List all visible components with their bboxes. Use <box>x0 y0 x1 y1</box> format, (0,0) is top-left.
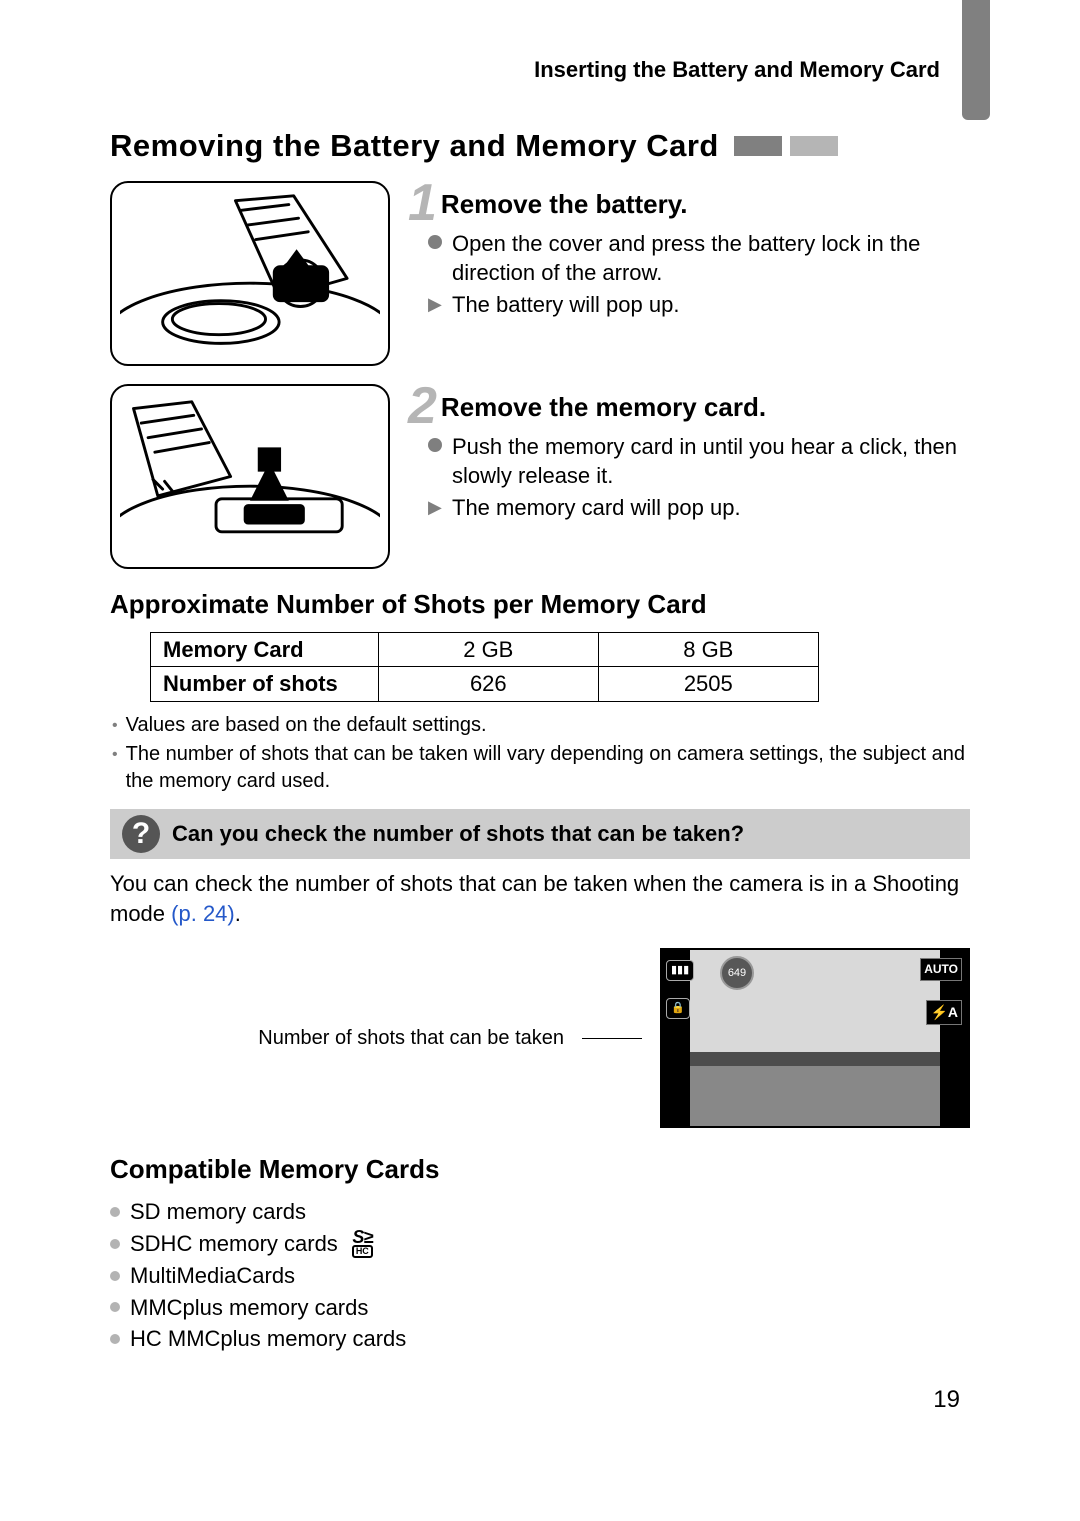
step-1-result-text: The battery will pop up. <box>452 290 679 320</box>
compat-item-3: MMCplus memory cards <box>130 1293 368 1323</box>
list-bullet-icon <box>110 1271 120 1281</box>
step-2-result: ▶ The memory card will pop up. <box>428 493 970 523</box>
note-1-text: Values are based on the default settings… <box>126 712 487 739</box>
result-arrow-icon: ▶ <box>428 495 442 523</box>
shots-table: Memory Card 2 GB 8 GB Number of shots 62… <box>150 632 819 702</box>
lock-icon: 🔒 <box>666 998 690 1019</box>
step-2-bullet-text: Push the memory card in until you hear a… <box>452 432 970 491</box>
step-1-title: Remove the battery. <box>441 187 688 222</box>
list-item: MultiMediaCards <box>110 1261 970 1291</box>
list-bullet-icon <box>110 1302 120 1312</box>
cell-2gb-shots: 626 <box>378 667 598 702</box>
tip-question: Can you check the number of shots that c… <box>172 819 744 849</box>
flash-auto-badge: ⚡A <box>926 1000 962 1025</box>
step-2-body: 2 Remove the memory card. Push the memor… <box>408 384 970 569</box>
result-arrow-icon: ▶ <box>428 292 442 320</box>
leader-line <box>582 1038 642 1039</box>
table-row: Number of shots 626 2505 <box>151 667 819 702</box>
list-item: SD memory cards <box>110 1197 970 1227</box>
screen-caption: Number of shots that can be taken <box>258 1025 564 1052</box>
step-2-bullet: Push the memory card in until you hear a… <box>428 432 970 491</box>
col-header-memory-card: Memory Card <box>151 632 379 667</box>
list-bullet-icon <box>110 1239 120 1249</box>
list-bullet-icon <box>110 1334 120 1344</box>
note-bullet-icon: • <box>112 715 118 739</box>
title-bar-dark <box>734 136 782 156</box>
compat-item-4: HC MMCplus memory cards <box>130 1324 406 1354</box>
illustration-remove-battery <box>110 181 390 366</box>
step-1-result: ▶ The battery will pop up. <box>428 290 970 320</box>
col-header-8gb: 8 GB <box>598 632 818 667</box>
table-row: Memory Card 2 GB 8 GB <box>151 632 819 667</box>
page-number: 19 <box>110 1384 970 1416</box>
step-1-bullet-text: Open the cover and press the battery loc… <box>452 229 970 288</box>
list-item: SDHC memory cards S≥HC <box>110 1229 970 1259</box>
list-item: HC MMCplus memory cards <box>110 1324 970 1354</box>
step-1-number: 1 <box>408 181 435 225</box>
page-edge-tab <box>962 0 990 120</box>
page-reference-link[interactable]: (p. 24) <box>171 901 235 926</box>
compat-item-0: SD memory cards <box>130 1197 306 1227</box>
tip-body: You can check the number of shots that c… <box>110 869 970 928</box>
title-decoration <box>734 136 838 156</box>
compatible-list: SD memory cards SDHC memory cards S≥HC M… <box>110 1197 970 1353</box>
section-title-row: Removing the Battery and Memory Card <box>110 125 970 167</box>
compatible-title: Compatible Memory Cards <box>110 1152 970 1187</box>
section-title: Removing the Battery and Memory Card <box>110 125 719 167</box>
list-bullet-icon <box>110 1207 120 1217</box>
page-header: Inserting the Battery and Memory Card <box>110 55 970 85</box>
tip-bar: ? Can you check the number of shots that… <box>110 809 970 859</box>
shots-table-title: Approximate Number of Shots per Memory C… <box>110 587 970 622</box>
compat-item-1: SDHC memory cards <box>130 1229 338 1259</box>
step-2-title: Remove the memory card. <box>441 390 766 425</box>
step-2-number: 2 <box>408 384 435 428</box>
tip-body-post: . <box>235 901 241 926</box>
battery-icon: ▮▮▮ <box>666 960 694 981</box>
row-label-shots: Number of shots <box>151 667 379 702</box>
bullet-dot-icon <box>428 438 442 452</box>
camera-screen-row: Number of shots that can be taken ▮▮▮ 🔒 … <box>110 948 970 1128</box>
illustration-remove-memory-card <box>110 384 390 569</box>
col-header-2gb: 2 GB <box>378 632 598 667</box>
step-2: 2 Remove the memory card. Push the memor… <box>110 384 970 569</box>
cell-8gb-shots: 2505 <box>598 667 818 702</box>
auto-mode-badge: AUTO <box>920 958 962 980</box>
sdhc-logo-icon: S≥HC <box>352 1230 373 1257</box>
title-bar-light <box>790 136 838 156</box>
question-mark-icon: ? <box>122 815 160 853</box>
note-1: • Values are based on the default settin… <box>110 712 970 739</box>
step-1: 1 Remove the battery. Open the cover and… <box>110 181 970 366</box>
bullet-dot-icon <box>428 235 442 249</box>
note-bullet-icon: • <box>112 744 118 795</box>
step-2-result-text: The memory card will pop up. <box>452 493 741 523</box>
list-item: MMCplus memory cards <box>110 1293 970 1323</box>
camera-lcd-preview: ▮▮▮ 🔒 649 AUTO ⚡A <box>660 948 970 1128</box>
compat-item-2: MultiMediaCards <box>130 1261 295 1291</box>
table-notes: • Values are based on the default settin… <box>110 712 970 795</box>
step-1-bullet: Open the cover and press the battery loc… <box>428 229 970 288</box>
step-1-body: 1 Remove the battery. Open the cover and… <box>408 181 970 366</box>
note-2: • The number of shots that can be taken … <box>110 741 970 795</box>
note-2-text: The number of shots that can be taken wi… <box>126 741 970 795</box>
